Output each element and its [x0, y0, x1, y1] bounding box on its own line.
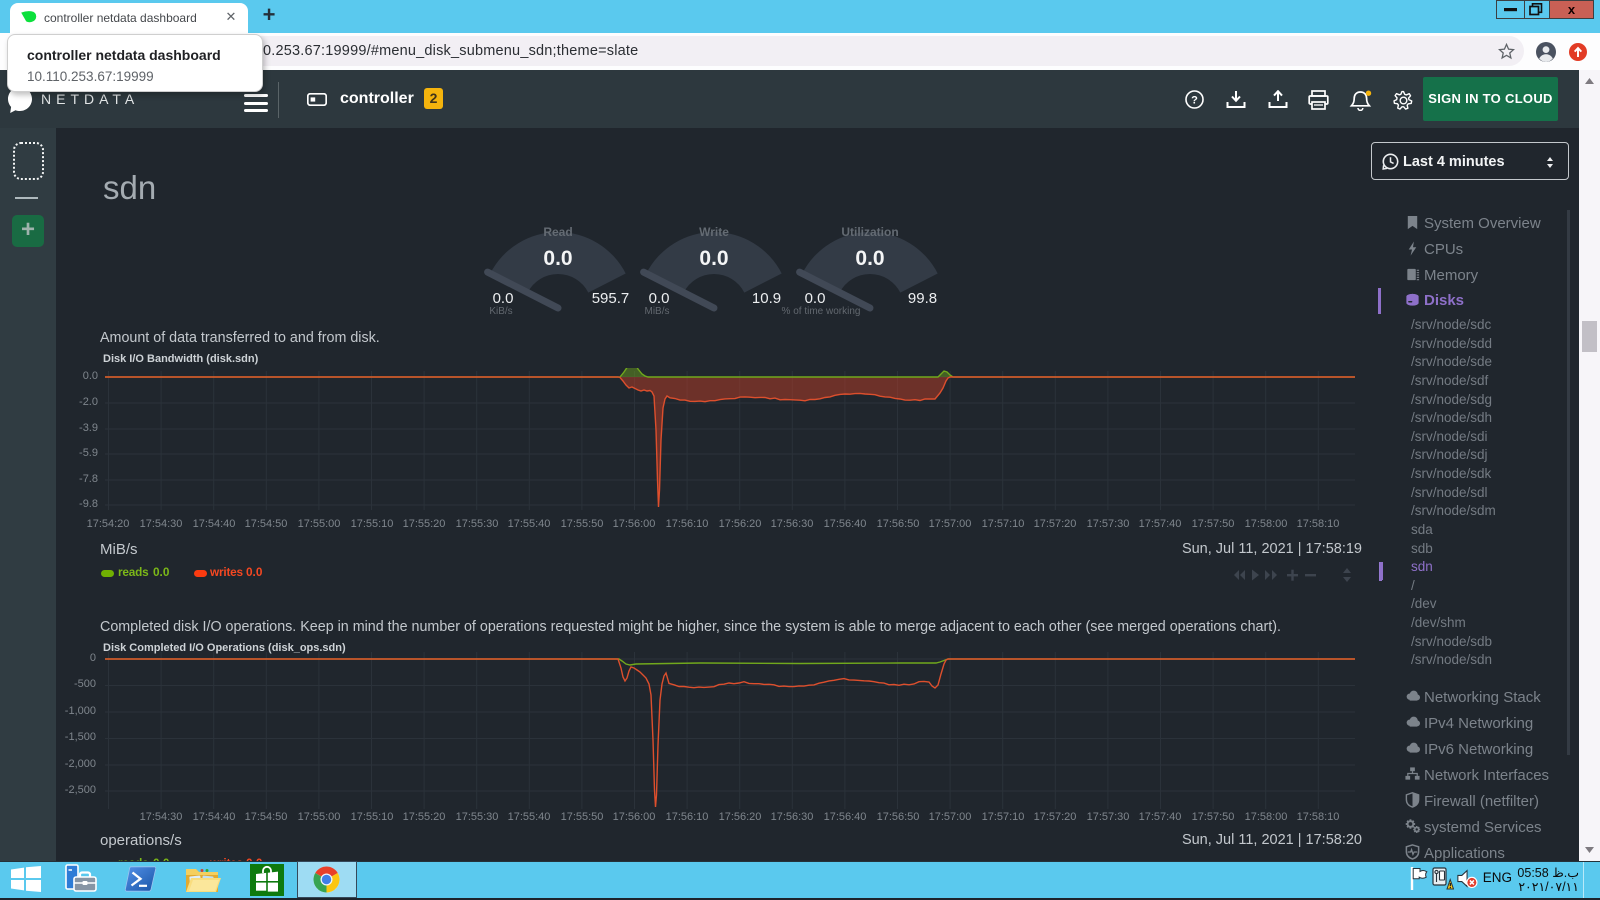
svg-text:?: ? — [1191, 94, 1198, 106]
